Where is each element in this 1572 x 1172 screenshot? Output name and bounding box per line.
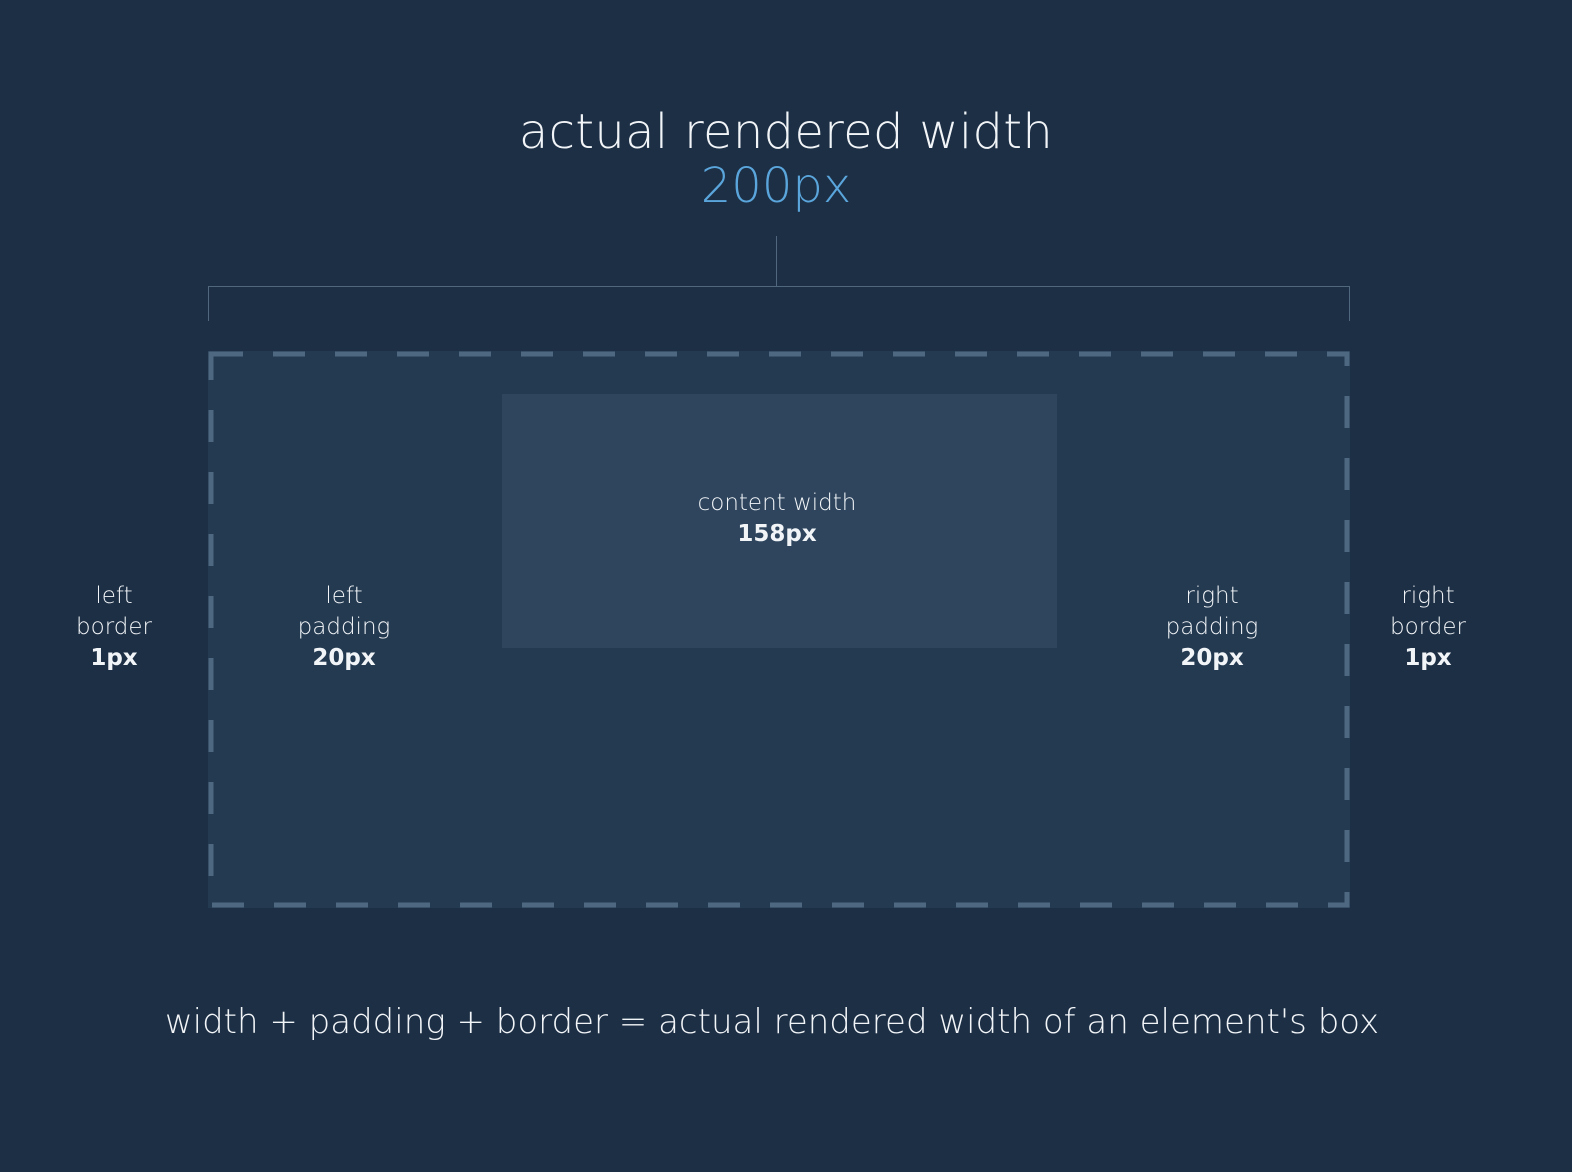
right-padding-line2: padding: [1165, 614, 1259, 640]
content-area: [502, 394, 1057, 648]
right-border-line1: right: [1401, 583, 1455, 609]
right-padding-label: right padding 20px: [1142, 581, 1282, 674]
bracket-stem: [776, 236, 777, 286]
right-border-label: right border 1px: [1368, 581, 1488, 674]
right-padding-line1: right: [1185, 583, 1239, 609]
left-border-line2: border: [76, 614, 152, 640]
width-bracket: [208, 286, 1350, 321]
content-width-label: content width 158px: [679, 488, 875, 550]
left-border-line1: left: [95, 583, 133, 609]
content-width-text: content width: [697, 490, 857, 516]
left-padding-line1: left: [325, 583, 363, 609]
right-border-line2: border: [1390, 614, 1466, 640]
diagram-title: actual rendered width: [518, 104, 1054, 160]
content-width-value: 158px: [737, 521, 817, 547]
left-padding-value: 20px: [312, 645, 376, 671]
left-padding-label: left padding 20px: [274, 581, 414, 674]
right-padding-value: 20px: [1180, 645, 1244, 671]
right-border-value: 1px: [1404, 645, 1452, 671]
rendered-width-value: 200px: [700, 158, 852, 214]
left-border-value: 1px: [90, 645, 138, 671]
left-border-label: left border 1px: [54, 581, 174, 674]
left-padding-line2: padding: [297, 614, 391, 640]
box-model-formula: width + padding + border = actual render…: [164, 1002, 1380, 1042]
